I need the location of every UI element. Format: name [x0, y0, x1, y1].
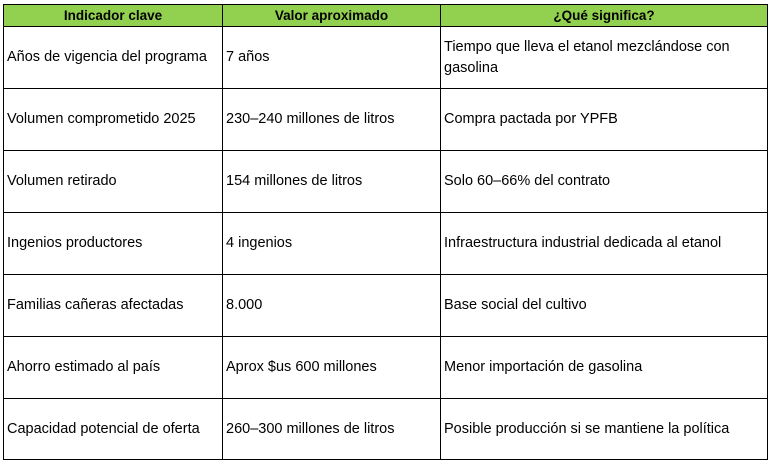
cell-significado: Menor importación de gasolina [440, 336, 768, 399]
cell-valor: 7 años [222, 26, 441, 89]
cell-significado: Tiempo que lleva el etanol mezclándose c… [440, 26, 768, 89]
cell-indicador: Años de vigencia del programa [3, 26, 223, 89]
cell-significado: Solo 60–66% del contrato [440, 150, 768, 213]
cell-significado: Posible producción si se mantiene la pol… [440, 398, 768, 460]
table-row: Ingenios productores 4 ingenios Infraest… [3, 212, 768, 275]
cell-indicador: Ahorro estimado al país [3, 336, 223, 399]
header-indicador: Indicador clave [3, 4, 223, 27]
cell-valor: 4 ingenios [222, 212, 441, 275]
cell-valor: Aprox $us 600 millones [222, 336, 441, 399]
indicators-table: Indicador clave Valor aproximado ¿Qué si… [3, 4, 768, 460]
header-significado: ¿Qué significa? [440, 4, 768, 27]
cell-indicador: Familias cañeras afectadas [3, 274, 223, 337]
cell-valor: 154 millones de litros [222, 150, 441, 213]
cell-valor: 260–300 millones de litros [222, 398, 441, 460]
cell-indicador: Volumen retirado [3, 150, 223, 213]
cell-indicador: Capacidad potencial de oferta [3, 398, 223, 460]
cell-significado: Base social del cultivo [440, 274, 768, 337]
table-row: Capacidad potencial de oferta 260–300 mi… [3, 398, 768, 460]
cell-indicador: Volumen comprometido 2025 [3, 88, 223, 151]
table-header-row: Indicador clave Valor aproximado ¿Qué si… [3, 4, 768, 27]
table-row: Años de vigencia del programa 7 años Tie… [3, 26, 768, 89]
cell-indicador: Ingenios productores [3, 212, 223, 275]
header-valor: Valor aproximado [222, 4, 441, 27]
cell-valor: 230–240 millones de litros [222, 88, 441, 151]
table-row: Ahorro estimado al país Aprox $us 600 mi… [3, 336, 768, 399]
cell-valor: 8.000 [222, 274, 441, 337]
cell-significado: Compra pactada por YPFB [440, 88, 768, 151]
cell-significado: Infraestructura industrial dedicada al e… [440, 212, 768, 275]
table-row: Volumen comprometido 2025 230–240 millon… [3, 88, 768, 151]
table-row: Volumen retirado 154 millones de litros … [3, 150, 768, 213]
table-row: Familias cañeras afectadas 8.000 Base so… [3, 274, 768, 337]
